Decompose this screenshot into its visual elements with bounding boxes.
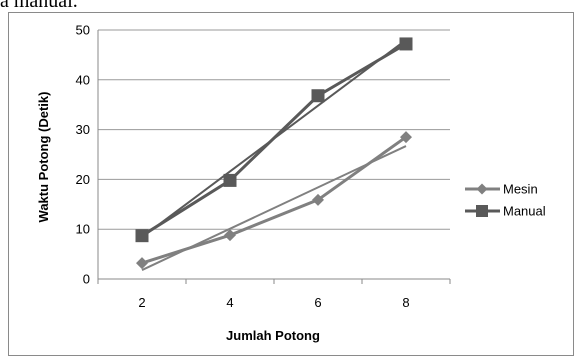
series-line-mesin <box>141 135 407 265</box>
x-tick-labels: 2 4 6 8 <box>138 295 409 310</box>
data-point-mesin-2 <box>136 257 148 270</box>
x-axis-title: Jumlah Potong <box>226 328 320 343</box>
page-text-fragment: a manual. <box>0 0 78 12</box>
legend-marker-mesin <box>476 183 488 195</box>
data-point-mesin-4 <box>224 229 236 242</box>
gridlines <box>97 29 451 284</box>
data-point-manual-8 <box>399 37 413 51</box>
y-tick-label-20: 20 <box>76 172 90 187</box>
y-tick-label-40: 40 <box>76 72 90 87</box>
chart-frame <box>8 12 574 356</box>
y-axis-title: Waktu Potong (Detik) <box>36 92 51 223</box>
y-tick-label-50: 50 <box>76 23 90 38</box>
data-point-manual-6 <box>311 89 325 103</box>
data-point-manual-2 <box>135 229 149 243</box>
trendlines <box>141 39 407 271</box>
x-tick-label-4: 4 <box>226 295 233 310</box>
legend-label-mesin: Mesin <box>503 182 538 197</box>
legend: Mesin Manual <box>465 182 546 219</box>
y-tick-label-0: 0 <box>83 272 90 287</box>
series-line-manual <box>141 42 407 237</box>
data-point-mesin-8 <box>400 131 412 144</box>
y-tick-label-10: 10 <box>76 222 90 237</box>
legend-label-manual: Manual <box>503 204 546 219</box>
y-tick-labels: 0 10 20 30 40 50 <box>76 23 90 287</box>
series-group <box>135 37 413 270</box>
data-point-mesin-6 <box>312 193 324 206</box>
legend-marker-manual <box>476 205 488 217</box>
y-tick-label-30: 30 <box>76 122 90 137</box>
x-tick-label-6: 6 <box>314 295 321 310</box>
data-point-manual-4 <box>223 173 237 187</box>
x-tick-label-8: 8 <box>402 295 409 310</box>
x-tick-label-2: 2 <box>138 295 145 310</box>
